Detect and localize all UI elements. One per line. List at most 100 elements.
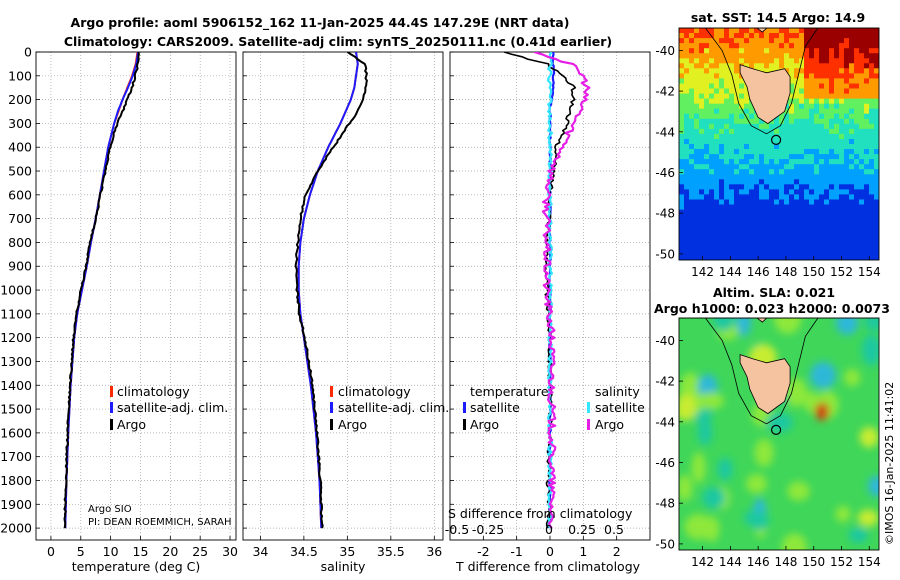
sst-cell [684, 53, 690, 59]
sst-cell [679, 68, 685, 74]
sst-cell [754, 184, 760, 190]
sst-cell [829, 53, 835, 59]
sst-cell [699, 123, 705, 130]
sst-cell [784, 229, 790, 236]
sst-cell [814, 38, 820, 44]
sst-cell [819, 204, 825, 211]
sst-cell [814, 189, 820, 195]
sst-cell [854, 113, 860, 120]
sst-cell [709, 154, 715, 160]
sst-cell [754, 128, 760, 135]
sst-cell [829, 48, 835, 54]
sst-cell [769, 144, 775, 150]
sst-cell [849, 33, 855, 39]
sla-map-title-line1: Altim. SLA: 0.021 [713, 285, 835, 300]
sst-cell [764, 249, 770, 256]
sst-cell [784, 174, 790, 180]
sst-cell [699, 53, 705, 59]
sla-anomaly [785, 378, 807, 407]
sst-cell [854, 93, 860, 100]
sst-cell [709, 58, 715, 64]
sst-cell [824, 255, 830, 260]
sst-cell [764, 48, 770, 54]
sst-cell [714, 209, 720, 216]
sst-cell [874, 83, 879, 90]
sst-cell [844, 73, 850, 79]
sst-cell [829, 159, 835, 165]
sst-cell [694, 63, 700, 69]
sst-cell [794, 133, 800, 140]
sst-cell [739, 133, 745, 140]
sst-cell [699, 88, 705, 95]
sst-cell [699, 78, 705, 84]
legend-sal-argo-swatch [587, 419, 590, 430]
sst-cell [789, 149, 795, 155]
sst-cell [774, 189, 780, 195]
sst-cell [809, 53, 815, 59]
sst-cell [844, 118, 850, 125]
sst-cell [849, 68, 855, 74]
sst-cell [839, 149, 845, 155]
sst-cell [709, 63, 715, 69]
sst-cell [854, 28, 860, 34]
sst-cell [834, 88, 840, 95]
sst-cell [779, 234, 785, 241]
sst-cell [684, 33, 690, 39]
mainland-land [679, 28, 815, 33]
sst-cell [779, 43, 785, 49]
sst-cell [839, 179, 845, 185]
sst-cell [874, 219, 879, 226]
map-x-tick-label: 142 [691, 265, 714, 279]
sst-cell [679, 103, 685, 110]
sst-cell [829, 149, 835, 155]
sst-cell [774, 239, 780, 246]
sst-cell [734, 78, 740, 84]
sst-cell [684, 229, 690, 236]
sst-cell [729, 43, 735, 49]
sst-cell [679, 204, 685, 211]
sst-cell [799, 93, 805, 100]
sst-cell [704, 159, 710, 165]
sst-cell [859, 128, 865, 135]
sst-cell [849, 63, 855, 69]
sst-cell [814, 244, 820, 251]
sst-cell [814, 83, 820, 90]
sst-cell [724, 174, 730, 180]
sst-cell [834, 93, 840, 100]
sst-cell [849, 174, 855, 180]
sst-cell [719, 128, 725, 135]
sst-cell [779, 154, 785, 160]
sst-cell [689, 244, 695, 251]
sst-cell [759, 179, 765, 185]
sst-cell [864, 144, 870, 150]
sst-cell [859, 139, 865, 145]
sla-anomaly [835, 318, 859, 335]
sst-cell [709, 73, 715, 79]
sst-cell [799, 33, 805, 39]
sst-cell [714, 184, 720, 190]
sst-cell [824, 93, 830, 100]
sst-cell [714, 108, 720, 115]
sst-cell [719, 53, 725, 59]
sst-cell [714, 239, 720, 246]
series-group [503, 52, 591, 529]
sst-cell [709, 68, 715, 74]
sst-cell [869, 123, 875, 130]
sst-cell [864, 234, 870, 241]
sst-cell [804, 123, 810, 130]
sst-cell [694, 93, 700, 100]
sst-cell [719, 234, 725, 241]
sst-cell [809, 123, 815, 130]
sst-cell [834, 199, 840, 206]
sst-cell [849, 255, 855, 260]
sst-cell [739, 255, 745, 260]
sst-cell [754, 149, 760, 155]
sst-cell [864, 209, 870, 216]
sst-cell [779, 144, 785, 150]
difference-legend-temperature: temperature satellite Argo [463, 384, 549, 432]
sst-cell [754, 219, 760, 226]
sst-cell [869, 103, 875, 110]
sst-cell [764, 184, 770, 190]
sst-cell [784, 169, 790, 175]
sla-anomaly [703, 516, 720, 542]
